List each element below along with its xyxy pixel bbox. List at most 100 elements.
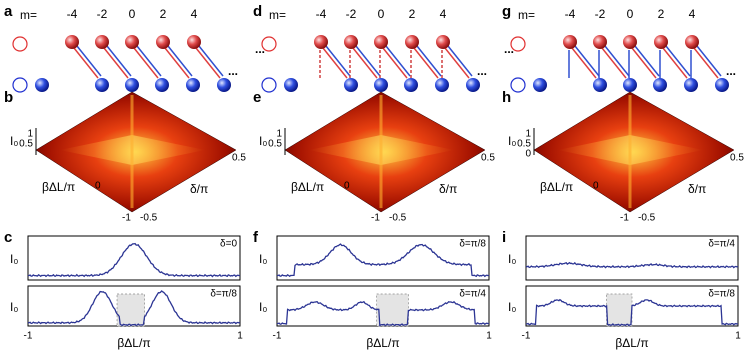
m-value: 0 bbox=[129, 7, 136, 21]
x-axis-label: βΔL/π bbox=[42, 180, 75, 194]
m-prefix: m= bbox=[269, 8, 286, 22]
coupling-blue bbox=[136, 45, 162, 77]
blue-site bbox=[435, 78, 449, 92]
trace-curve bbox=[27, 290, 241, 327]
blue-site bbox=[95, 78, 109, 92]
red-site bbox=[314, 35, 328, 49]
red-site bbox=[685, 35, 699, 49]
y-axis-label: δ/π bbox=[190, 182, 208, 196]
red-site bbox=[623, 35, 637, 49]
blue-site bbox=[533, 78, 547, 92]
x-axis-label: βΔL/π bbox=[366, 336, 399, 350]
plot-frame bbox=[276, 235, 490, 281]
red-site bbox=[654, 35, 668, 49]
y-axis-label: I₀ bbox=[10, 300, 18, 314]
blue-site bbox=[715, 78, 729, 92]
coupling-red bbox=[73, 47, 99, 79]
m-value: 0 bbox=[378, 7, 385, 21]
coupling-blue bbox=[634, 45, 660, 77]
red-site bbox=[65, 35, 79, 49]
plot-frame bbox=[525, 235, 739, 281]
x-axis-label: βΔL/π bbox=[117, 336, 150, 350]
red-site bbox=[344, 35, 358, 49]
trace-curve bbox=[276, 300, 490, 327]
blue-site bbox=[125, 78, 139, 92]
panel-label: h bbox=[502, 89, 511, 106]
x-tick-label: -1 bbox=[122, 213, 131, 224]
panel-label: c bbox=[4, 229, 12, 246]
y-axis-label: I₀ bbox=[259, 300, 267, 314]
x-tick-label: 1 bbox=[486, 331, 492, 342]
gap-region bbox=[376, 293, 409, 327]
coupling-blue bbox=[167, 45, 193, 77]
z-tick-label: 0 bbox=[525, 149, 531, 160]
x-tick-label: 0 bbox=[344, 181, 350, 192]
z-tick-label: 0.5 bbox=[19, 139, 33, 150]
loop-arrow bbox=[261, 77, 277, 93]
m-value: 0 bbox=[627, 7, 634, 21]
panel-label: d bbox=[253, 3, 262, 20]
coupling-blue bbox=[574, 45, 600, 77]
red-site bbox=[436, 35, 450, 49]
coupling-red bbox=[103, 47, 129, 79]
m-value: -4 bbox=[565, 7, 576, 21]
z-tick-label: 0.5 bbox=[517, 139, 531, 150]
annotation: δ=π/8 bbox=[708, 289, 735, 300]
coupling-red bbox=[133, 47, 159, 79]
x-tick-label: -1 bbox=[371, 213, 380, 224]
blue-site bbox=[344, 78, 358, 92]
coupling-red bbox=[444, 47, 470, 79]
panel-label: b bbox=[4, 89, 13, 106]
z-tick-label: 0.5 bbox=[268, 139, 282, 150]
y-axis-label: I₀ bbox=[508, 300, 516, 314]
annotation: δ=π/4 bbox=[708, 239, 735, 250]
y-tick-label: -0.5 bbox=[638, 213, 656, 224]
red-site bbox=[593, 35, 607, 49]
coupling-blue bbox=[416, 45, 442, 77]
z-tick-label: 1 bbox=[276, 129, 282, 140]
red-site bbox=[156, 35, 170, 49]
x-axis-label: βΔL/π bbox=[615, 336, 648, 350]
z-label: I₀ bbox=[259, 134, 267, 148]
y-axis-label: δ/π bbox=[439, 182, 457, 196]
blue-site bbox=[186, 78, 200, 92]
red-site bbox=[125, 35, 139, 49]
x-axis-label: βΔL/π bbox=[291, 180, 324, 194]
trace-curve bbox=[27, 242, 241, 278]
trace-curve bbox=[525, 298, 739, 327]
m-value: -2 bbox=[595, 7, 606, 21]
blue-site bbox=[623, 78, 637, 92]
y-tick-label: -0.5 bbox=[389, 213, 407, 224]
red-site bbox=[187, 35, 201, 49]
panel-label: g bbox=[502, 3, 511, 20]
x-tick-label: 0 bbox=[95, 181, 101, 192]
coupling-red bbox=[662, 47, 688, 79]
annotation: δ=π/8 bbox=[210, 289, 237, 300]
coupling-blue bbox=[198, 45, 224, 77]
plot-frame bbox=[27, 235, 241, 281]
coupling-red bbox=[164, 47, 190, 79]
coupling-red bbox=[693, 47, 719, 79]
red-site bbox=[563, 35, 577, 49]
coupling-red bbox=[195, 47, 221, 79]
m-value: -4 bbox=[67, 7, 78, 21]
x-tick-label: -1 bbox=[620, 213, 629, 224]
y-tick-label: 0.5 bbox=[730, 153, 744, 164]
blue-site bbox=[374, 78, 388, 92]
panel-label: i bbox=[502, 229, 506, 246]
panel-label: e bbox=[253, 89, 261, 106]
gap-region bbox=[606, 293, 633, 327]
blue-site bbox=[684, 78, 698, 92]
coupling-blue bbox=[447, 45, 473, 77]
y-axis-label: I₀ bbox=[259, 252, 267, 266]
coupling-blue bbox=[385, 45, 411, 77]
red-site bbox=[405, 35, 419, 49]
m-value: -2 bbox=[97, 7, 108, 21]
blue-site bbox=[284, 78, 298, 92]
blue-site bbox=[466, 78, 480, 92]
coupling-blue bbox=[76, 45, 102, 77]
y-axis-label: δ/π bbox=[688, 182, 706, 196]
coupling-red bbox=[601, 47, 627, 79]
